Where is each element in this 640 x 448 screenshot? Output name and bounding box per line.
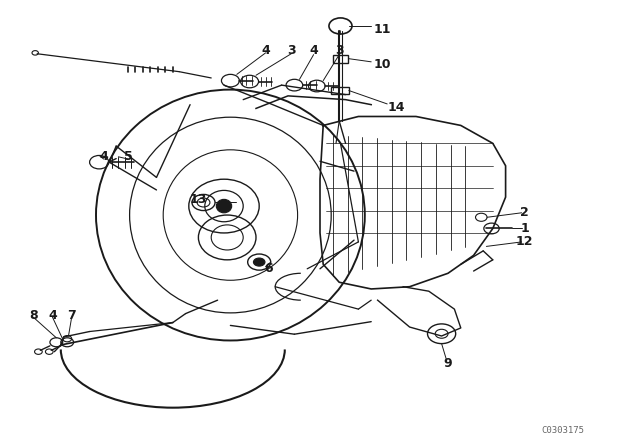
Text: 1: 1 (520, 222, 529, 235)
Text: 7: 7 (67, 309, 76, 323)
Text: 5: 5 (124, 150, 132, 164)
Ellipse shape (216, 199, 232, 213)
Text: 3: 3 (287, 43, 296, 57)
Text: 13: 13 (189, 193, 207, 206)
Text: 4: 4 (48, 309, 57, 323)
Text: 3: 3 (335, 43, 344, 57)
Text: 9: 9 (444, 357, 452, 370)
Text: 4: 4 (309, 43, 318, 57)
Text: 10: 10 (374, 58, 392, 72)
Circle shape (253, 258, 265, 266)
Text: 4: 4 (261, 43, 270, 57)
Text: C0303175: C0303175 (541, 426, 585, 435)
Text: 11: 11 (374, 22, 392, 36)
Text: 4: 4 (99, 150, 108, 164)
Text: 12: 12 (516, 235, 534, 249)
Text: 8: 8 (29, 309, 38, 323)
Text: 6: 6 (264, 262, 273, 276)
Text: 14: 14 (388, 101, 406, 114)
Text: 2: 2 (520, 206, 529, 220)
